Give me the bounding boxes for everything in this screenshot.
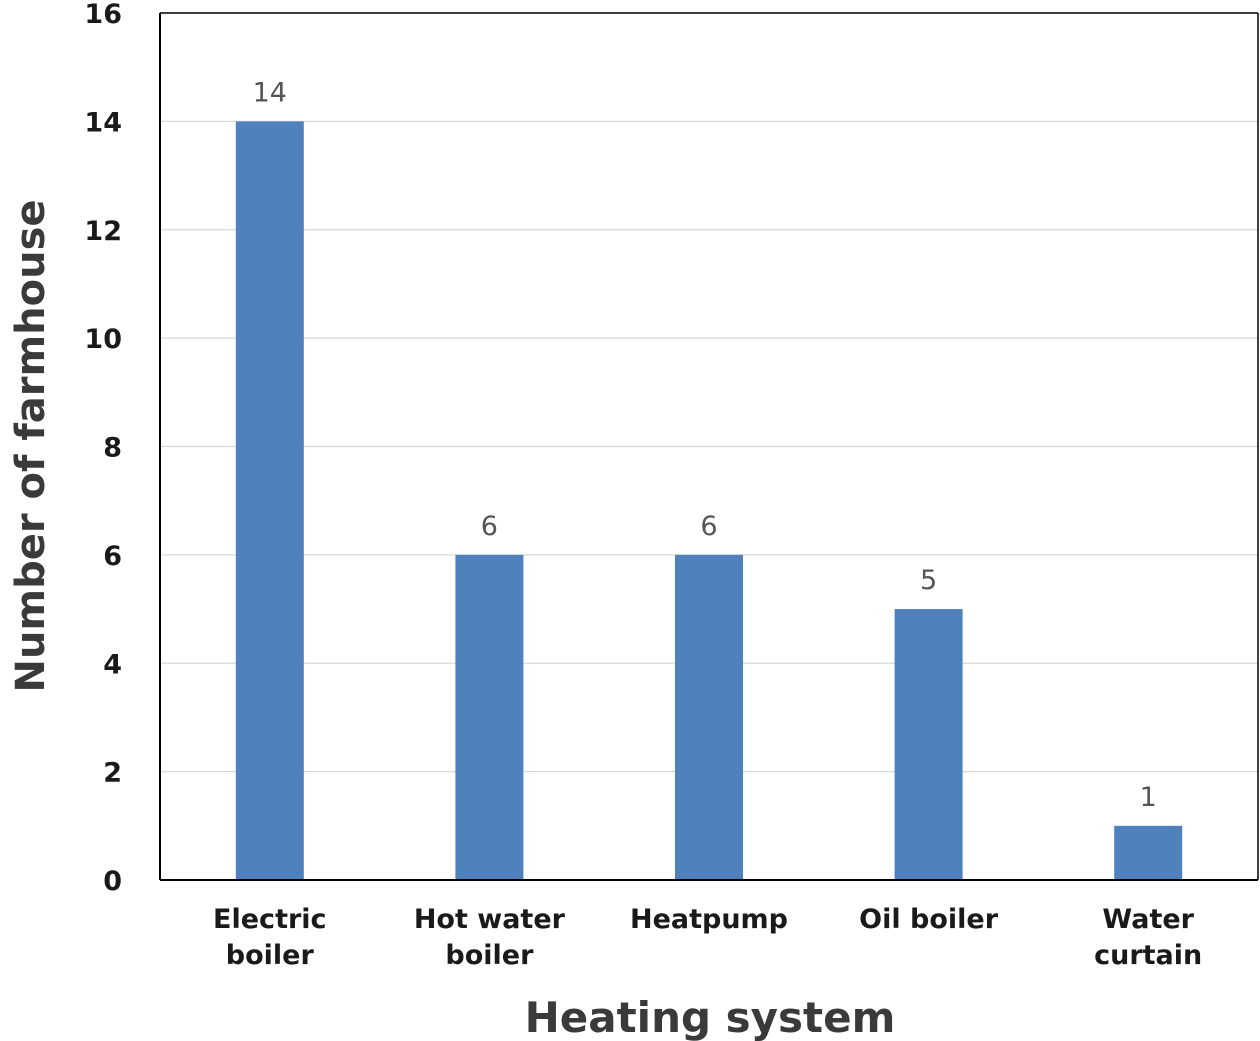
y-tick-label: 14 bbox=[84, 107, 122, 138]
bar bbox=[235, 121, 304, 880]
bar bbox=[455, 554, 524, 880]
y-tick-label: 8 bbox=[103, 433, 122, 464]
data-label: 6 bbox=[481, 511, 498, 542]
x-category-label: boiler bbox=[226, 940, 315, 971]
y-tick-label: 6 bbox=[103, 541, 122, 572]
x-axis-title: Heating system bbox=[525, 993, 896, 1041]
y-tick-label: 12 bbox=[84, 216, 122, 247]
y-tick-label: 0 bbox=[103, 866, 122, 897]
bar bbox=[675, 554, 743, 880]
x-category-labels: Electric boiler Hot water boiler Heatpump Oil… bbox=[213, 904, 1202, 971]
x-category-label: Oil boiler bbox=[859, 904, 999, 935]
x-category-label: boiler bbox=[445, 940, 534, 971]
bar bbox=[1114, 825, 1183, 880]
data-label: 5 bbox=[920, 565, 937, 596]
bars bbox=[235, 121, 1183, 880]
data-label: 14 bbox=[253, 77, 287, 108]
data-labels: 14 6 6 5 1 bbox=[253, 77, 1157, 812]
y-tick-label: 10 bbox=[84, 324, 122, 355]
axes bbox=[159, 12, 1259, 881]
y-tick-labels: 0 2 4 6 8 10 12 14 16 bbox=[84, 0, 122, 897]
x-category-label: Heatpump bbox=[630, 904, 788, 935]
y-tick-label: 16 bbox=[84, 0, 122, 30]
x-category-label: Electric bbox=[213, 904, 327, 935]
x-category-label: Hot water bbox=[414, 904, 566, 935]
x-category-label: curtain bbox=[1094, 940, 1202, 971]
data-label: 6 bbox=[700, 511, 717, 542]
data-label: 1 bbox=[1140, 782, 1157, 813]
y-tick-label: 4 bbox=[103, 649, 122, 680]
bar bbox=[894, 609, 963, 880]
x-category-label: Water bbox=[1102, 904, 1194, 935]
y-axis-title: Number of farmhouse bbox=[8, 199, 54, 692]
y-tick-label: 2 bbox=[103, 758, 122, 789]
